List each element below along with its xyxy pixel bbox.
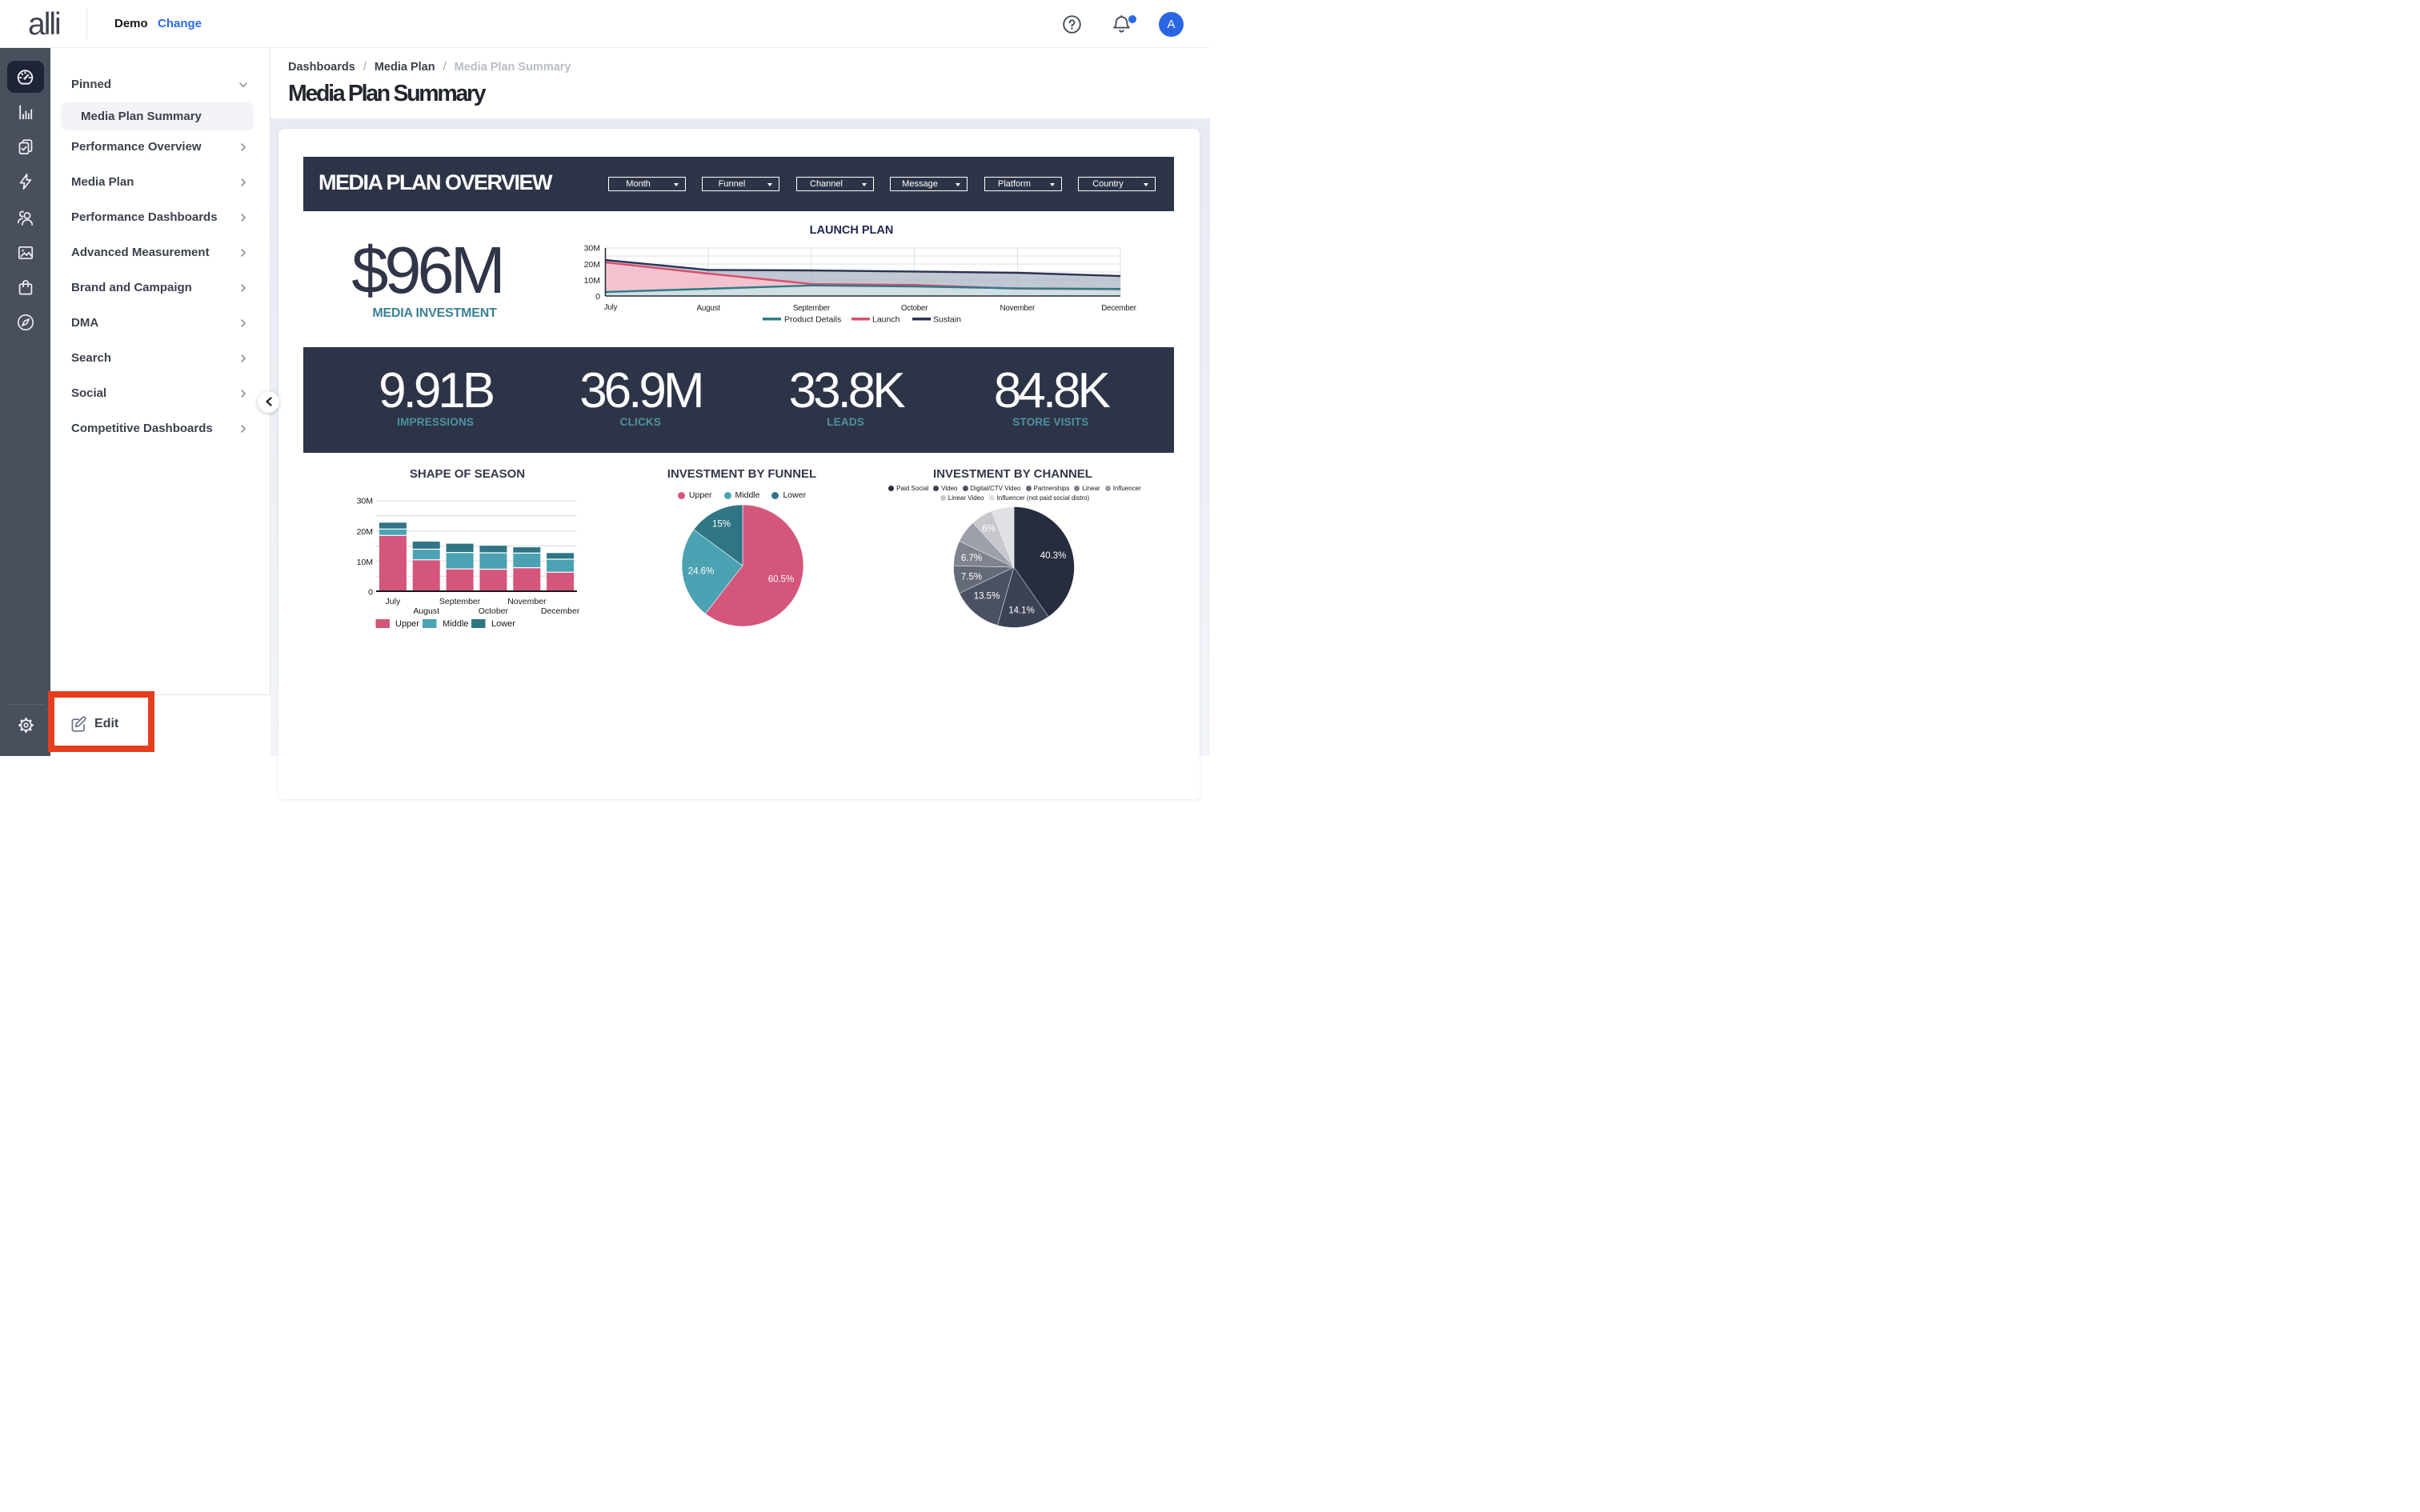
svg-text:14.1%: 14.1% (1008, 606, 1035, 615)
svg-text:7.5%: 7.5% (960, 572, 981, 582)
svg-text:November: November (1000, 304, 1036, 313)
svg-text:60.5%: 60.5% (768, 574, 795, 584)
svg-text:Lower: Lower (491, 619, 515, 629)
svg-text:0: 0 (595, 292, 600, 302)
svg-text:6.7%: 6.7% (960, 554, 981, 563)
svg-text:October: October (901, 304, 928, 313)
svg-text:30M: 30M (357, 497, 373, 506)
svg-text:July: July (604, 303, 618, 312)
svg-text:July: July (386, 597, 401, 606)
svg-text:15%: 15% (712, 519, 731, 529)
svg-text:20M: 20M (357, 527, 373, 537)
svg-text:December: December (1101, 304, 1137, 313)
svg-text:Middle: Middle (443, 619, 468, 629)
svg-text:10M: 10M (357, 558, 373, 567)
svg-text:September: September (793, 304, 831, 313)
svg-text:13.5%: 13.5% (973, 591, 1000, 601)
svg-text:10M: 10M (584, 276, 600, 286)
svg-text:August: August (413, 606, 439, 616)
svg-text:Launch: Launch (872, 315, 900, 325)
svg-text:December: December (541, 606, 580, 616)
svg-text:40.3%: 40.3% (1040, 551, 1066, 561)
svg-text:September: September (439, 597, 481, 606)
svg-text:6%: 6% (982, 524, 996, 534)
svg-text:Sustain: Sustain (933, 315, 961, 325)
svg-text:Upper: Upper (395, 619, 419, 629)
svg-text:20M: 20M (584, 260, 600, 270)
svg-text:Product Details: Product Details (784, 315, 841, 325)
svg-text:October: October (479, 606, 509, 616)
svg-text:November: November (507, 597, 547, 606)
svg-text:24.6%: 24.6% (688, 566, 715, 576)
svg-text:30M: 30M (584, 244, 600, 254)
svg-text:0: 0 (368, 588, 373, 598)
svg-text:August: August (697, 304, 721, 313)
